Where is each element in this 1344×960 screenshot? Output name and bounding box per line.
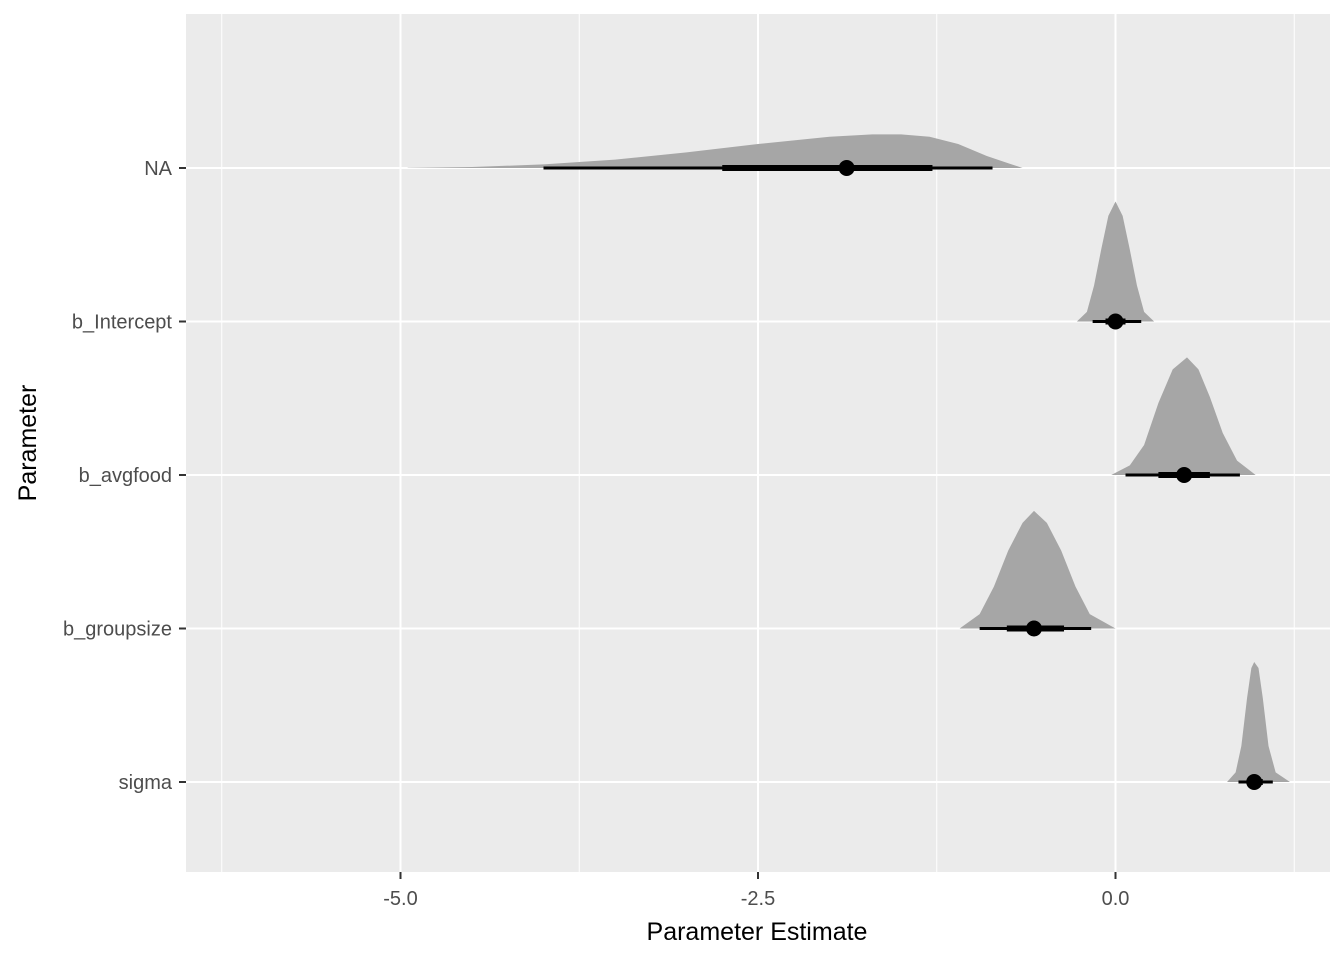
- density-slab: [959, 510, 1116, 629]
- y-tick-label: b_Intercept: [72, 312, 173, 334]
- median-point: [1107, 313, 1124, 330]
- x-axis-ticks: -5.0 -2.5 0.0: [383, 872, 1129, 910]
- x-axis-title: Parameter Estimate: [647, 918, 868, 946]
- median-points: [838, 160, 1263, 790]
- y-tick-label: NA: [144, 158, 172, 180]
- density-slab: [1111, 357, 1256, 475]
- y-tick-label: b_groupsize: [63, 619, 172, 641]
- y-axis-title: Parameter: [14, 385, 42, 502]
- density-slab: [1227, 662, 1290, 782]
- y-tick-label: b_avgfood: [79, 465, 172, 487]
- density-slab: [407, 134, 1023, 168]
- median-point: [1176, 467, 1193, 483]
- x-tick-label: -5.0: [383, 888, 417, 910]
- median-point: [1025, 620, 1042, 637]
- x-tick-label: -2.5: [741, 888, 775, 910]
- median-point: [1246, 774, 1263, 790]
- density-slab: [1076, 201, 1155, 322]
- density-slabs: [407, 134, 1290, 782]
- y-tick-label: sigma: [119, 772, 173, 794]
- median-point: [838, 160, 855, 176]
- x-tick-label: 0.0: [1102, 888, 1130, 910]
